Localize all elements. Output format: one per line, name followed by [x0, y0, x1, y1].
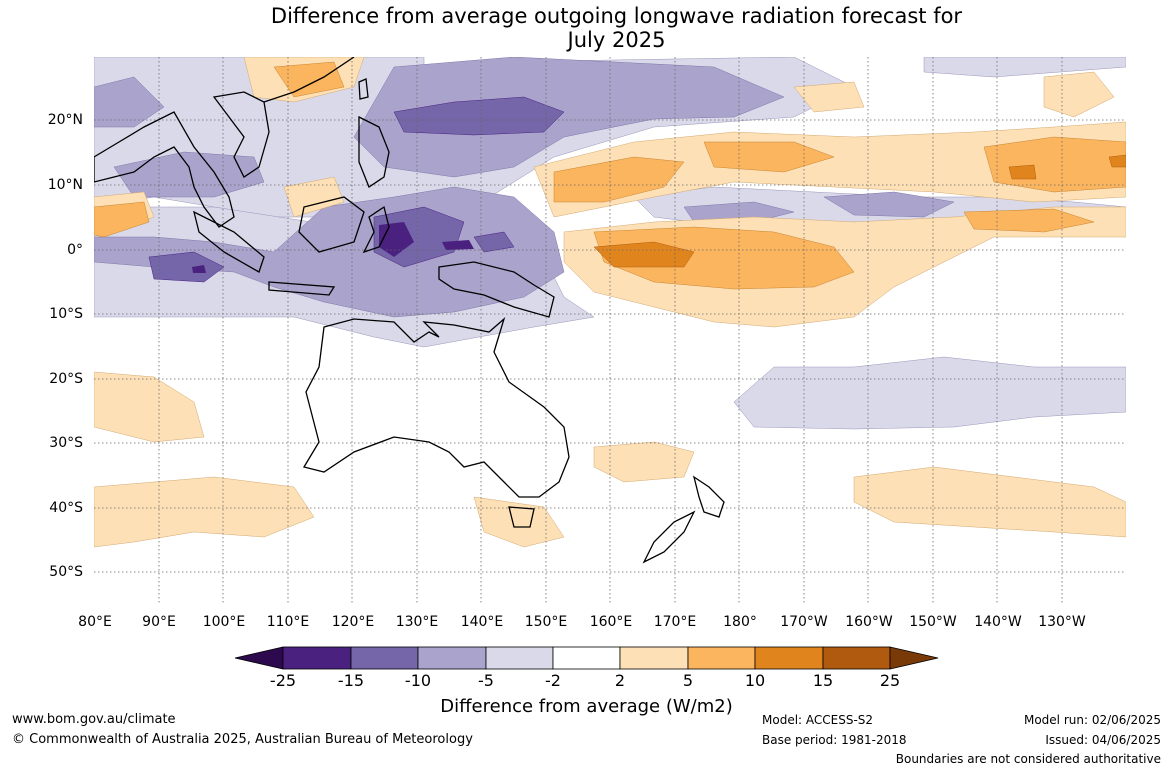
map-title: Difference from average outgoing longwav…: [0, 4, 1173, 52]
lat-label-30s: 30°S: [49, 435, 83, 451]
colorbar-tick-2: -15: [337, 671, 365, 690]
anomaly-map-svg: [94, 57, 1126, 604]
lon-label-180: 180°: [723, 614, 757, 630]
new-zealand-south-coastline: [642, 510, 696, 564]
lon-label-150w: 150°W: [909, 614, 957, 630]
new-zealand-north-coastline: [692, 475, 725, 518]
lon-label-130e: 130°E: [395, 614, 439, 630]
colorbar-tick-5: -2: [545, 671, 561, 690]
colorbar-segment-3: [417, 646, 487, 670]
china-coastline: [263, 57, 355, 103]
title-line-2: July 2025: [567, 28, 666, 52]
colorbar-segment-2: [350, 646, 419, 670]
lon-label-140e: 140°E: [460, 614, 504, 630]
lon-label-160e: 160°E: [589, 614, 633, 630]
copyright-text: © Commonwealth of Australia 2025, Austra…: [12, 732, 473, 747]
sumatra-coastline: [193, 210, 265, 273]
model-run-date: Model run: 02/06/2025: [1023, 713, 1161, 727]
colorbar-segment-6: [619, 646, 689, 670]
lon-label-110e: 110°E: [266, 614, 310, 630]
anomaly-dark-orange: [593, 154, 1126, 268]
disclaimer-text: Boundaries are not considered authoritat…: [895, 752, 1161, 766]
asia-coastline: [94, 111, 235, 228]
sulawesi-coastline: [362, 205, 390, 254]
lon-label-120e: 120°E: [331, 614, 375, 630]
lat-label-50s: 50°S: [49, 564, 83, 580]
colorbar-tick-3: -10: [404, 671, 432, 690]
colorbar-segment-8: [754, 646, 824, 670]
website-link[interactable]: www.bom.gov.au/climate: [12, 712, 176, 727]
borneo-coastline: [298, 196, 365, 253]
lon-label-80e: 80°E: [78, 614, 112, 630]
colorbar-segment-1: [282, 646, 352, 670]
colorbar-tick-10: 25: [879, 671, 901, 690]
australia-coastline: [302, 317, 570, 498]
taiwan-coastline: [358, 78, 369, 100]
lon-label-170w: 170°W: [780, 614, 828, 630]
model-name: Model: ACCESS-S2: [762, 713, 874, 727]
colorbar-tick-9: 15: [812, 671, 834, 690]
coastlines: [94, 57, 725, 564]
colorbar-tick-8: 10: [744, 671, 766, 690]
java-coastline: [268, 281, 336, 296]
lat-label-20s: 20°S: [49, 371, 83, 387]
title-line-1: Difference from average outgoing longwav…: [270, 4, 963, 28]
lat-label-40s: 40°S: [49, 500, 83, 516]
colorbar-segment-4: [485, 646, 554, 670]
lon-label-160w: 160°W: [845, 614, 893, 630]
colorbar-extend-left: [234, 646, 284, 670]
lon-label-130w: 130°W: [1038, 614, 1086, 630]
lon-label-90e: 90°E: [142, 614, 176, 630]
lat-label-20n: 20°N: [47, 112, 83, 128]
tasmania-coastline: [508, 506, 535, 528]
philippines-coastline: [358, 115, 390, 188]
anomaly-map: [94, 57, 1126, 604]
lat-label-eq: 0°: [67, 242, 83, 258]
map-gridlines: [94, 57, 1126, 604]
colorbar-segment-5: [552, 646, 621, 670]
colorbar-title: Difference from average (W/m2): [440, 696, 733, 717]
lat-label-10n: 10°N: [47, 177, 83, 193]
lon-label-140w: 140°W: [974, 614, 1022, 630]
colorbar-tick-1: -25: [269, 671, 297, 690]
lat-label-10s: 10°S: [49, 306, 83, 322]
indochina-coastline: [212, 91, 270, 178]
colorbar-segment-7: [687, 646, 756, 670]
new-guinea-coastline: [438, 261, 555, 318]
lon-label-100e: 100°E: [202, 614, 246, 630]
colorbar-segment-9: [822, 646, 891, 670]
colorbar-tick-7: 5: [682, 671, 694, 690]
issued-date: Issued: 04/06/2025: [1045, 733, 1161, 747]
lon-label-150e: 150°E: [524, 614, 568, 630]
lon-label-170e: 170°E: [653, 614, 697, 630]
base-period: Base period: 1981-2018: [762, 733, 907, 747]
colorbar-extend-right: [889, 646, 939, 670]
colorbar-tick-6: 2: [614, 671, 626, 690]
colorbar-tick-4: -5: [478, 671, 494, 690]
